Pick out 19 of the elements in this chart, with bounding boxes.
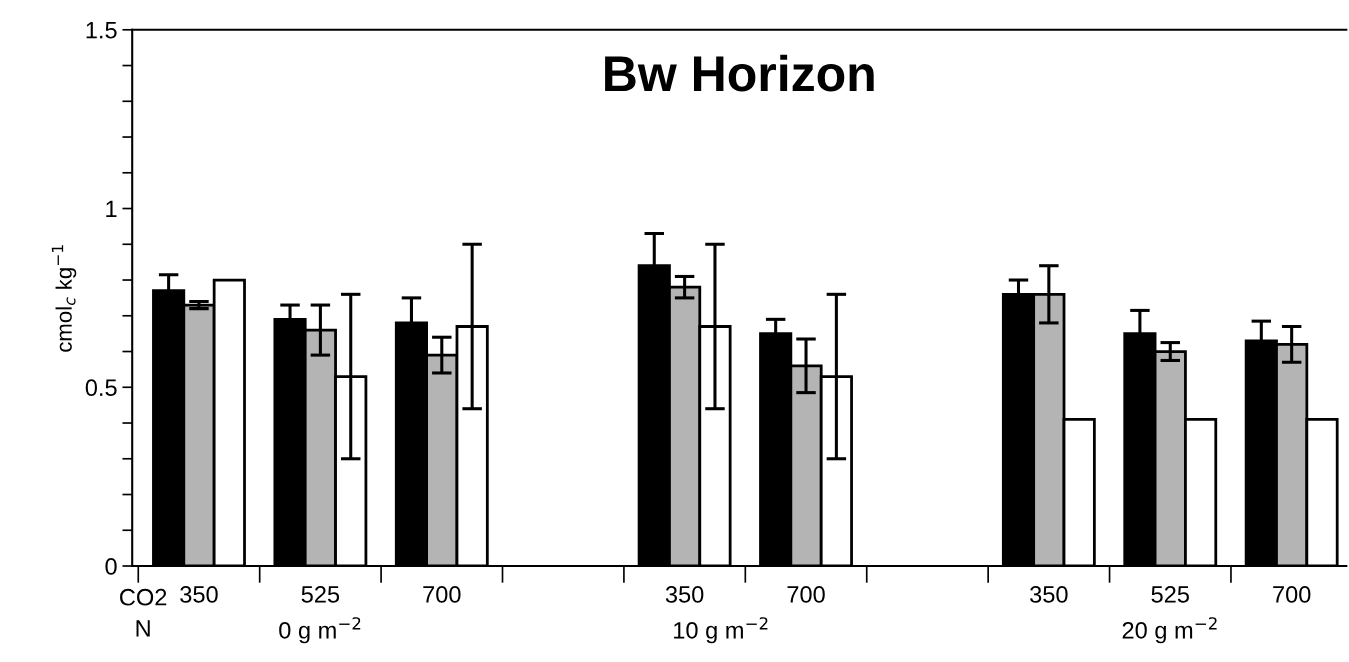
x-tick-label: 350 <box>180 586 218 603</box>
y-tick-label: 1 <box>106 200 117 218</box>
x-tick-label: 700 <box>1273 586 1311 603</box>
text: N <box>136 620 150 637</box>
x-tick-label: 350 <box>665 586 704 603</box>
x-tick-label: 525 <box>1151 586 1189 603</box>
x-tick-label: 700 <box>423 586 461 603</box>
chart-title: Bw Horizon <box>605 54 874 92</box>
text: 20 g m$^{−2}$ <box>1122 617 1217 644</box>
text: CO2 <box>120 588 167 606</box>
y-tick-label: 0.5 <box>85 379 117 397</box>
x-tick-label: 700 <box>787 586 825 603</box>
y-tick-label: 0 <box>105 558 117 575</box>
text: 10 g m$^{−2}$ <box>674 617 768 644</box>
y-axis-title: cmol$_{c}$ kg$^{−1}$ <box>51 245 77 352</box>
text: 0 g m$^{−2}$ <box>279 617 361 644</box>
x-tick-label: 350 <box>1030 586 1068 603</box>
x-tick-label: 525 <box>301 586 340 603</box>
y-tick-label: 1.5 <box>86 22 117 39</box>
